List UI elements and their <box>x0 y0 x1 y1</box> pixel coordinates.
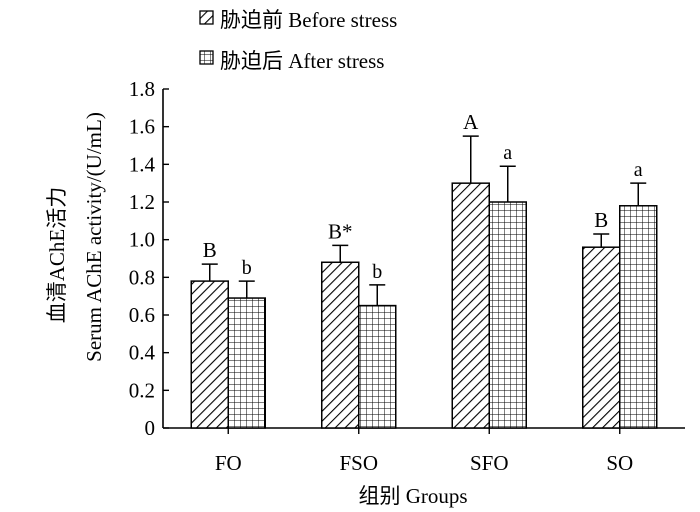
significance-label: B* <box>328 219 353 243</box>
y-tick-label: 1.0 <box>129 228 155 252</box>
bar <box>227 297 266 429</box>
significance-label: B <box>203 238 217 262</box>
plot-area: 0 0.2 0.4 0.6 0.8 1.0 1.2 1.4 1.6 1.8 FO Bb FSO B* b SF… <box>129 77 685 475</box>
x-tick-label: FO <box>215 451 242 475</box>
y-axis-label-en: Serum AChE activity/(U/mL) <box>82 112 106 362</box>
y-tick-label: 1.4 <box>129 152 156 176</box>
bar <box>321 261 360 429</box>
bar <box>488 201 527 429</box>
legend: 胁迫前 Before stress 胁迫后 After stress <box>199 8 397 73</box>
bar <box>451 182 490 429</box>
significance-label: b <box>242 257 252 279</box>
y-axis-label-cn: 血清AChE活力 <box>45 187 69 324</box>
legend-swatch-after <box>199 50 214 65</box>
y-tick-label: 0.6 <box>129 303 155 327</box>
bar <box>582 246 621 429</box>
legend-label-before: 胁迫前 Before stress <box>220 8 397 32</box>
y-tick-label: 1.8 <box>129 77 155 101</box>
y-tick-label: 0.4 <box>129 341 156 365</box>
y-tick-label: 1.2 <box>129 190 155 214</box>
significance-label: B <box>594 208 608 232</box>
legend-swatch-before <box>199 10 214 25</box>
y-tick-label: 0.8 <box>129 265 155 289</box>
y-tick-label: 1.6 <box>129 115 155 139</box>
y-tick-label: 0 <box>145 416 156 440</box>
legend-label-after: 胁迫后 After stress <box>220 49 384 73</box>
significance-label: a <box>634 159 643 181</box>
y-tick-label: 0.2 <box>129 378 155 402</box>
significance-label: b <box>372 261 382 283</box>
x-tick-label: SO <box>606 451 633 475</box>
bar <box>358 304 397 429</box>
significance-label: a <box>503 142 512 164</box>
x-tick-label: SFO <box>470 451 509 475</box>
x-axis-label: 组别 Groups <box>358 484 467 508</box>
bar <box>619 205 658 429</box>
bar <box>190 280 229 429</box>
significance-label: A <box>463 110 479 134</box>
x-tick-label: FSO <box>339 451 378 475</box>
